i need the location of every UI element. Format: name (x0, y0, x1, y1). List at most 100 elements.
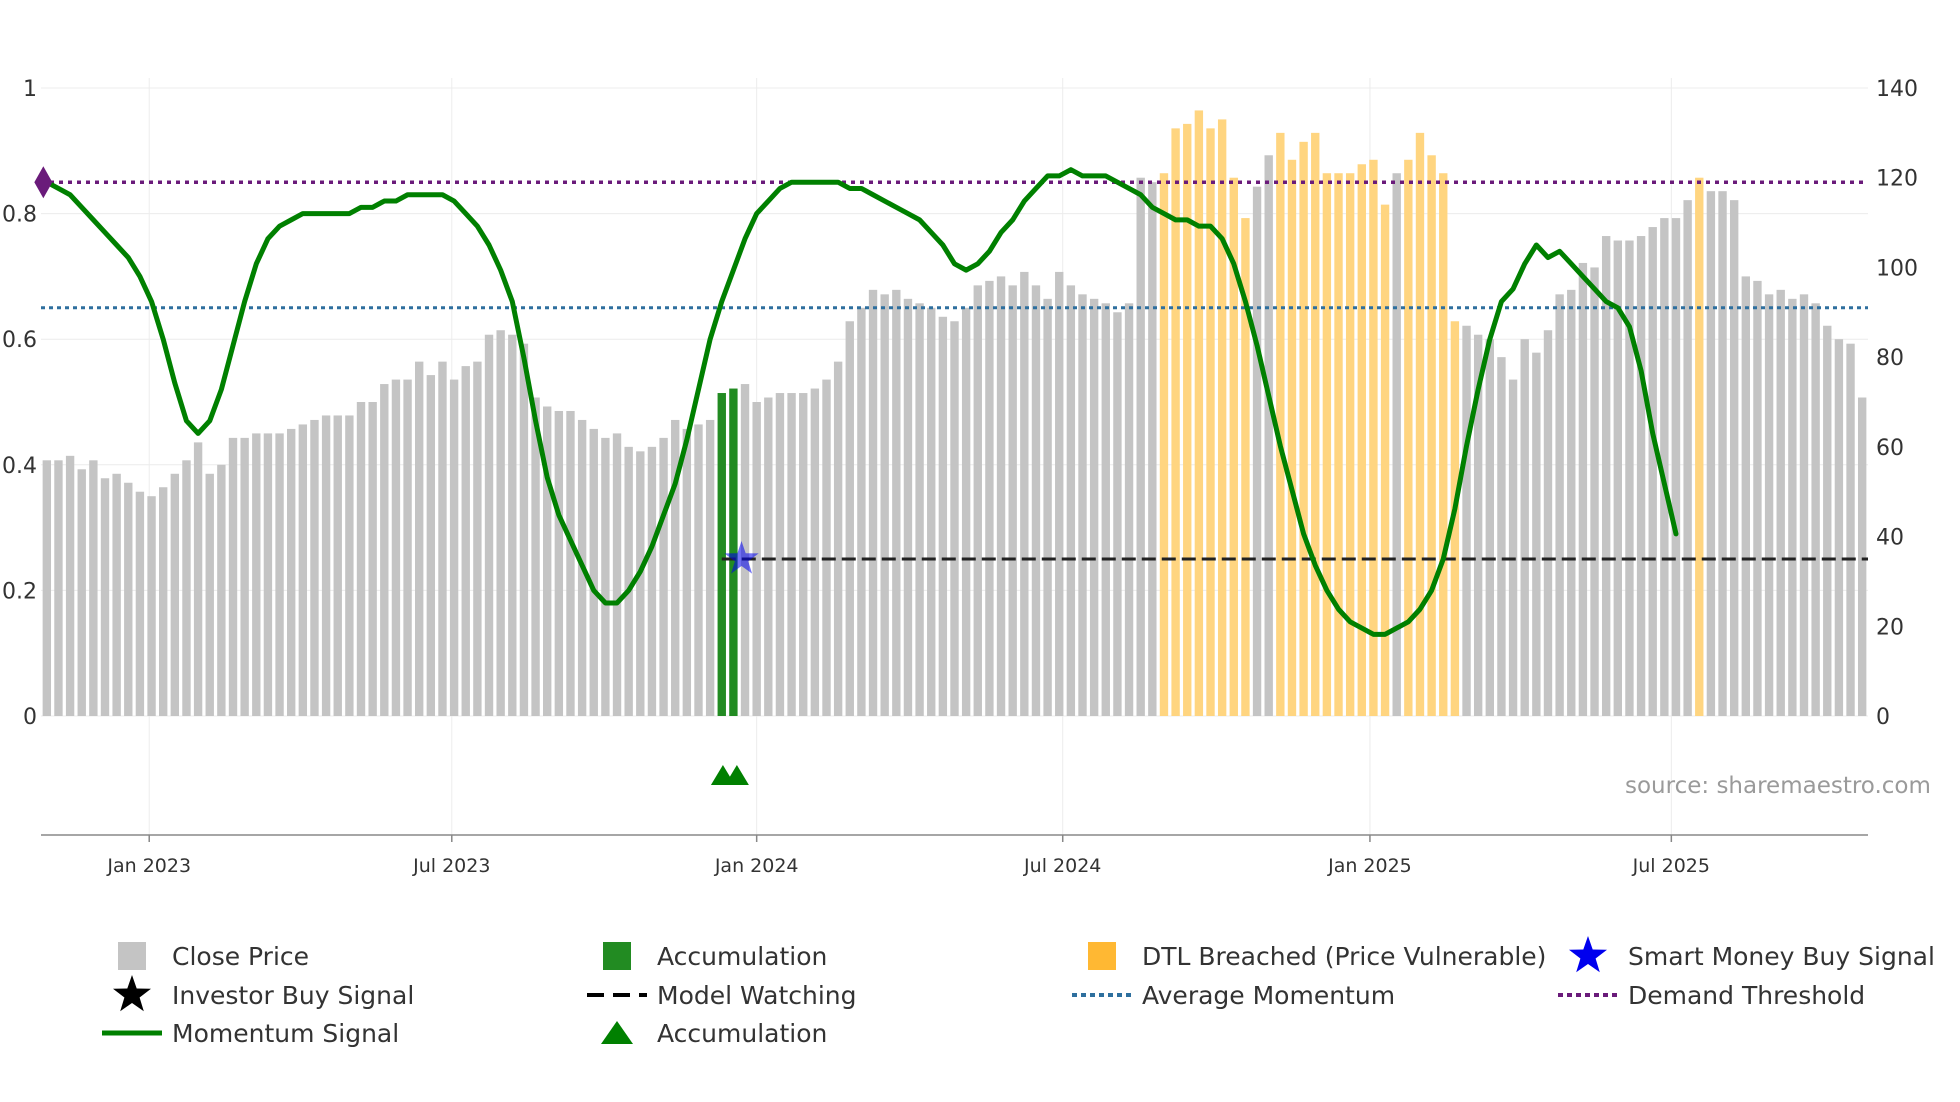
close-price-bar (589, 428, 598, 716)
close-price-bar (1020, 271, 1029, 716)
close-price-bar (1671, 218, 1681, 717)
close-price-bar (54, 460, 63, 716)
close-price-bar (1799, 294, 1809, 716)
close-price-bar (158, 487, 168, 716)
close-price-bar (345, 415, 354, 716)
legend-label: Investor Buy Signal (172, 981, 414, 1010)
close-price-bar (531, 397, 540, 716)
close-price-bar (1031, 285, 1041, 716)
close-price-bar (1520, 339, 1529, 716)
close-price-bar (287, 428, 296, 716)
close-price-bar (1590, 267, 1599, 716)
close-price-bar (740, 384, 750, 716)
close-price-bar (1043, 298, 1052, 716)
close-price-bar (1101, 303, 1110, 716)
close-price-bar (1625, 240, 1634, 716)
accumulation-triangle (724, 765, 749, 785)
close-price-bar (484, 334, 494, 716)
close-price-bar (1264, 155, 1273, 717)
x-tick-label: Jan 2025 (1327, 855, 1412, 877)
close-price-bar (1601, 236, 1611, 716)
source-label: source: sharemaestro.com (1625, 773, 1931, 799)
close-price-bar (1066, 285, 1076, 716)
legend-item: Accumulation (601, 1019, 827, 1048)
close-price-bar (694, 424, 703, 716)
close-price-bar (380, 384, 389, 716)
close-price-bar (170, 473, 180, 716)
close-price-bar (1345, 173, 1355, 716)
axes-layer: Jan 2023 Jul 2023 Jan 2024 Jul 2024 Jan 2025… (2, 77, 1918, 877)
close-price-bar (752, 402, 761, 716)
close-price-bar (1415, 132, 1425, 716)
close-price-bar (810, 388, 820, 716)
close-price-bar (636, 451, 645, 716)
close-price-bar (1811, 303, 1820, 716)
close-price-bar (1660, 218, 1669, 717)
close-price-bar (1485, 339, 1494, 716)
legend-label: Average Momentum (1142, 981, 1395, 1010)
close-price-bar (1404, 159, 1413, 716)
legend-label: Smart Money Buy Signal (1628, 942, 1935, 971)
close-price-bar (1823, 325, 1832, 716)
close-price-bar (1229, 177, 1238, 716)
close-price-bar (799, 393, 808, 716)
close-price-bar (1194, 110, 1204, 716)
close-price-bar (1078, 294, 1087, 716)
close-price-bar (461, 366, 470, 716)
momentum-signal-line (44, 167, 1679, 637)
close-price-bar (1113, 312, 1122, 716)
close-price-bar (1252, 186, 1262, 716)
close-price-bar (1322, 173, 1332, 716)
close-price-bar (1473, 334, 1483, 716)
close-price-bar (496, 330, 505, 716)
close-price-bar (252, 433, 261, 716)
close-price-bar (426, 375, 436, 716)
close-price-bar (1741, 276, 1751, 716)
close-price-bar (321, 415, 331, 716)
close-price-bar (1183, 123, 1192, 716)
close-price-bar (1136, 177, 1145, 716)
close-price-bar (42, 460, 52, 716)
right-y-tick-label: 120 (1876, 167, 1918, 192)
legend-item: Momentum Signal (102, 1019, 399, 1048)
close-price-bar (1857, 397, 1867, 716)
close-price-bar (764, 397, 773, 716)
close-price-bar (508, 334, 517, 716)
close-price-bar (217, 464, 226, 716)
close-price-bar (1462, 325, 1471, 716)
close-price-bar (705, 419, 715, 716)
left-y-tick-label: 0.2 (2, 579, 37, 604)
close-price-bar (787, 393, 796, 716)
close-price-bar (391, 379, 401, 716)
legend-label: Demand Threshold (1628, 981, 1865, 1010)
legend-label: Accumulation (657, 1019, 827, 1048)
x-tick-label: Jul 2025 (1632, 855, 1710, 877)
close-price-bar (1578, 262, 1588, 716)
close-price-bar (449, 379, 459, 716)
close-price-bar (1392, 173, 1401, 716)
close-price-bar (566, 410, 575, 716)
close-price-bar (1148, 182, 1157, 716)
legend-item: DTL Breached (Price Vulnerable) (1088, 942, 1546, 971)
close-price-bar (1171, 128, 1180, 716)
close-price-bar (263, 433, 273, 716)
legend-item: Model Watching (587, 981, 857, 1010)
right-y-tick-label: 40 (1876, 526, 1904, 551)
close-price-bar (996, 276, 1006, 716)
close-price-bar (833, 361, 843, 716)
close-price-bar (112, 473, 121, 716)
close-price-bar (205, 473, 214, 716)
legend-triangle-icon (601, 1021, 633, 1044)
x-tick-label: Jan 2023 (106, 855, 191, 877)
markers-layer (34, 166, 759, 785)
legend-star-icon (113, 975, 151, 1012)
close-price-bar (857, 307, 866, 716)
legend-label: DTL Breached (Price Vulnerable) (1142, 942, 1546, 971)
right-y-tick-label: 80 (1876, 346, 1904, 371)
close-price-bar (415, 361, 424, 716)
close-price-bar (961, 307, 971, 716)
close-price-bar (1089, 298, 1099, 716)
close-price-bar (1753, 280, 1762, 716)
close-price-bar (1776, 289, 1785, 716)
close-price-bar (554, 410, 564, 716)
